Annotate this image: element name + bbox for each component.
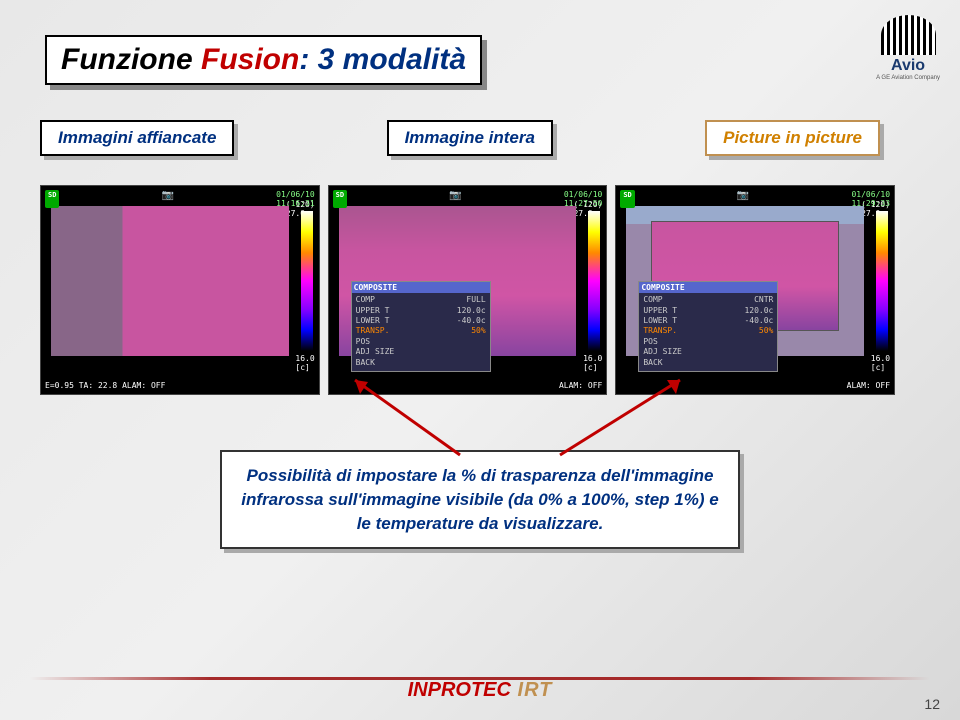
- scale-low: 16.0[c]: [295, 354, 314, 372]
- title-word-3: : 3 modalità: [299, 43, 466, 76]
- footer-brand-1: INPROTEC: [408, 679, 511, 701]
- menu-row: ADJ SIZE: [643, 347, 773, 357]
- brand-sub: A GE Aviation Company: [876, 75, 940, 81]
- colorbar: [588, 211, 600, 351]
- thermal-panels-row: SD 📷 01/06/1011:16:31 ( 120)27.0 16.0[c]…: [40, 185, 895, 395]
- page-title: Funzione Fusion: 3 modalità: [45, 35, 482, 85]
- menu-row: BACK: [643, 358, 773, 368]
- camera-icon: 📷: [162, 190, 174, 208]
- thermal-image: [51, 206, 289, 356]
- menu-row: LOWER T-40.0c: [356, 316, 486, 326]
- scale-low: 16.0[c]: [871, 354, 890, 372]
- menu-row: POS: [356, 337, 486, 347]
- globe-icon: [881, 15, 936, 55]
- thermal-panel-3: SD 📷 01/06/1011:29:33 ( 120)27.0 16.0[c]…: [615, 185, 895, 395]
- thermal-footer: E=0.95 TA: 22.8 ALAM: OFF: [45, 381, 315, 390]
- brand-logo: Avio A GE Aviation Company: [876, 15, 940, 81]
- thermal-header: SD 📷 01/06/1011:27:50: [333, 190, 603, 208]
- menu-row: COMPFULL: [356, 295, 486, 305]
- sd-badge: SD: [620, 190, 634, 208]
- camera-icon: 📷: [449, 190, 461, 208]
- thermal-panel-2: SD 📷 01/06/1011:27:50 ( 120)27.0 16.0[c]…: [328, 185, 608, 395]
- title-word-1: Funzione: [61, 43, 193, 76]
- camera-icon: 📷: [737, 190, 749, 208]
- menu-row: POS: [643, 337, 773, 347]
- colorbar: [876, 211, 888, 351]
- description-box: Possibilità di impostare la % di traspar…: [220, 450, 740, 549]
- menu-row: UPPER T120.0c: [643, 306, 773, 316]
- arrow-icon: [340, 370, 500, 460]
- menu-row: LOWER T-40.0c: [643, 316, 773, 326]
- menu-row: ADJ SIZE: [356, 347, 486, 357]
- sd-badge: SD: [333, 190, 347, 208]
- menu-row-highlighted: TRANSP.50%: [643, 326, 773, 336]
- menu-title: COMPOSITE: [639, 282, 777, 293]
- menu-title: COMPOSITE: [352, 282, 490, 293]
- menu-row: COMPCNTR: [643, 295, 773, 305]
- footer-logo: INPROTEC IRT: [408, 679, 553, 702]
- page-number: 12: [924, 696, 940, 712]
- composite-menu: COMPOSITE COMPFULL UPPER T120.0c LOWER T…: [351, 281, 491, 372]
- menu-row-highlighted: TRANSP.50%: [356, 326, 486, 336]
- thermal-header: SD 📷 01/06/1011:16:31: [45, 190, 315, 208]
- brand-name: Avio: [891, 57, 925, 75]
- thermal-panel-1: SD 📷 01/06/1011:16:31 ( 120)27.0 16.0[c]…: [40, 185, 320, 395]
- colorbar: [301, 211, 313, 351]
- thermal-header: SD 📷 01/06/1011:29:33: [620, 190, 890, 208]
- composite-menu: COMPOSITE COMPCNTR UPPER T120.0c LOWER T…: [638, 281, 778, 372]
- menu-row: BACK: [356, 358, 486, 368]
- footer-brand-2: IRT: [511, 679, 552, 701]
- mode-label-pip: Picture in picture: [705, 120, 880, 156]
- mode-label-full: Immagine intera: [387, 120, 553, 156]
- mode-labels-row: Immagini affiancate Immagine intera Pict…: [40, 120, 880, 156]
- menu-row: UPPER T120.0c: [356, 306, 486, 316]
- sd-badge: SD: [45, 190, 59, 208]
- title-word-2: Fusion: [201, 43, 299, 76]
- arrow-icon: [540, 370, 700, 460]
- mode-label-side-by-side: Immagini affiancate: [40, 120, 234, 156]
